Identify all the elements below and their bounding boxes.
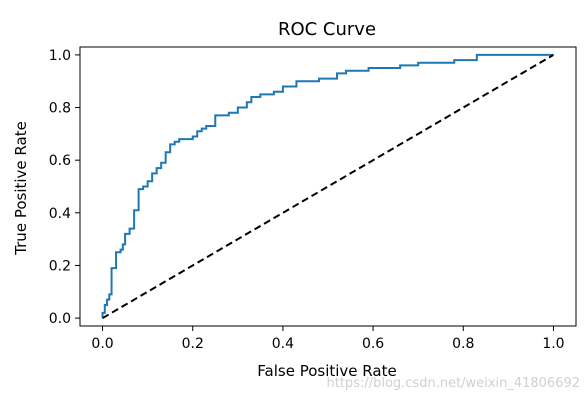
y-tick-label: 0.6 xyxy=(49,153,71,169)
x-tick-label: 0.8 xyxy=(452,336,474,352)
roc-curve-line xyxy=(101,53,554,319)
plot-area xyxy=(101,53,554,319)
chance-diagonal-line xyxy=(102,54,554,319)
x-axis-ticks: 0.0 0.2 0.4 0.6 0.8 1.0 xyxy=(91,326,565,352)
x-tick-label: 0.2 xyxy=(182,336,204,352)
x-tick-label: 0.0 xyxy=(91,336,113,352)
y-tick-label: 0.8 xyxy=(49,101,71,117)
x-tick-label: 0.6 xyxy=(362,336,384,352)
y-tick-label: 0.2 xyxy=(49,258,71,274)
y-tick-label: 0.0 xyxy=(49,311,71,327)
y-axis-label: True Positive Rate xyxy=(12,121,30,256)
chart-title: ROC Curve xyxy=(278,19,376,40)
y-tick-label: 1.0 xyxy=(49,48,71,64)
y-tick-label: 0.4 xyxy=(49,206,71,222)
x-tick-label: 1.0 xyxy=(542,336,564,352)
axes-frame xyxy=(79,46,577,327)
x-axis-label: False Positive Rate xyxy=(257,362,396,380)
x-tick-label: 0.4 xyxy=(272,336,294,352)
watermark-text: https://blog.csdn.net/weixin_41806692 xyxy=(326,376,580,391)
y-axis-ticks: 0.0 0.2 0.4 0.6 0.8 1.0 xyxy=(49,48,80,327)
